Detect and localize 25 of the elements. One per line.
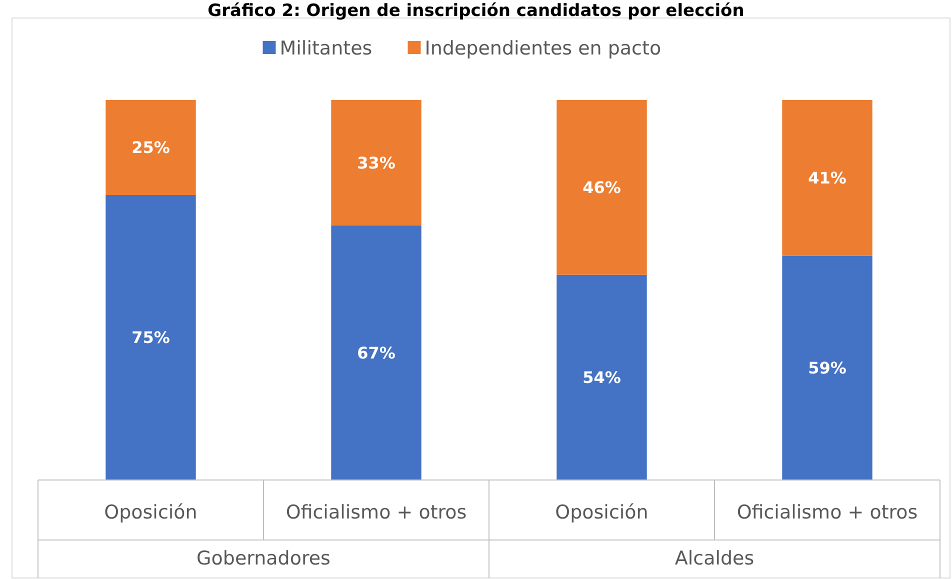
bar	[782, 256, 872, 480]
data-label: 33%	[357, 153, 396, 172]
bar	[331, 225, 422, 480]
chart-title: Gráfico 2: Origen de inscripción candidatos por elección	[208, 1, 744, 21]
bar	[556, 274, 647, 480]
bar	[556, 100, 647, 275]
data-label: 25%	[132, 138, 170, 158]
data-label: 46%	[582, 178, 621, 197]
bar	[782, 100, 872, 256]
legend-label: Independientes en pacto	[424, 38, 662, 60]
x-tick-label: Oficialismo + otros	[286, 502, 467, 524]
x-tick-label: Oposición	[104, 502, 198, 524]
text: Alcaldes	[674, 548, 754, 570]
data-label: 59%	[808, 358, 846, 378]
x-tick-label: Oposición	[555, 502, 648, 524]
x-tick-label: Oficialismo + otros	[736, 502, 918, 524]
data-label: 67%	[357, 343, 396, 362]
data-label: 75%	[132, 328, 170, 348]
bar	[106, 100, 196, 195]
data-label: 54%	[582, 368, 621, 387]
bar	[106, 195, 196, 480]
legend-label: Militantes	[280, 38, 372, 60]
text: Gobernadores	[196, 548, 330, 570]
data-label: 41%	[808, 168, 846, 188]
bar	[331, 100, 422, 226]
